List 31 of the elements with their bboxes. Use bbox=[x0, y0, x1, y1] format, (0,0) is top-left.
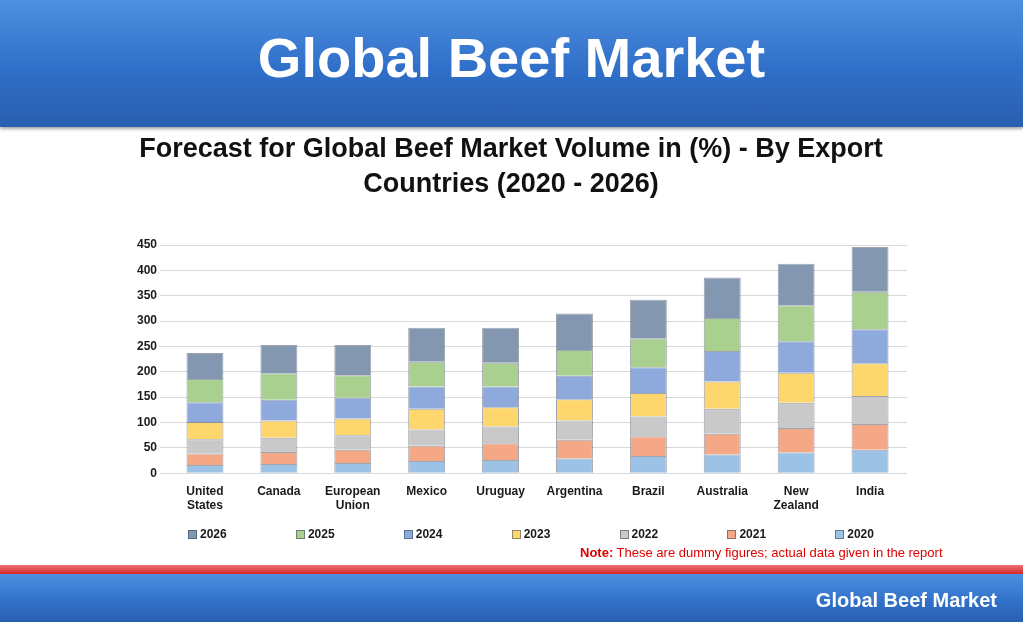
y-tick-label: 100 bbox=[136, 414, 158, 429]
y-tick-label: 200 bbox=[136, 364, 158, 379]
x-tick-label: United States bbox=[186, 483, 224, 513]
legend-label: 2025 bbox=[307, 527, 335, 541]
x-tick-label: Australia bbox=[696, 483, 749, 498]
x-tick-label: Uruguay bbox=[476, 483, 526, 498]
y-tick-label: 300 bbox=[136, 313, 158, 328]
chart-title: Global Beef Market bbox=[256, 26, 767, 90]
legend-label: 2020 bbox=[847, 527, 874, 541]
x-tick-label: Brazil bbox=[632, 483, 665, 498]
y-tick-label: 350 bbox=[136, 288, 158, 303]
x-tick-label: Argentina bbox=[546, 483, 603, 498]
legend-label: 2022 bbox=[631, 527, 659, 541]
x-tick-label: European Union bbox=[325, 483, 381, 513]
x-tick-label: New Zealand bbox=[773, 483, 819, 513]
legend-label: 2026 bbox=[200, 527, 227, 541]
y-tick-label: 150 bbox=[136, 389, 158, 404]
text: Global Beef Market bbox=[815, 588, 997, 612]
y-tick-label: 0 bbox=[150, 465, 158, 480]
y-tick-label: 250 bbox=[136, 338, 158, 353]
text: Note: These are dummy figures; actual data given in the report bbox=[580, 545, 943, 560]
chart-subtitle: Forecast for Global Beef Market Volume in (%) - By Export Countries (2020 - 2026) bbox=[138, 132, 884, 200]
x-tick-label: Canada bbox=[257, 483, 301, 498]
y-tick-label: 400 bbox=[136, 262, 158, 277]
legend-label: 2023 bbox=[523, 527, 551, 541]
legend-label: 2021 bbox=[739, 527, 767, 541]
x-tick-label: Mexico bbox=[406, 483, 448, 498]
x-tick-label: India bbox=[856, 483, 885, 498]
y-tick-label: 450 bbox=[136, 237, 158, 252]
legend-label: 2024 bbox=[415, 527, 443, 541]
y-tick-label: 50 bbox=[143, 440, 158, 455]
